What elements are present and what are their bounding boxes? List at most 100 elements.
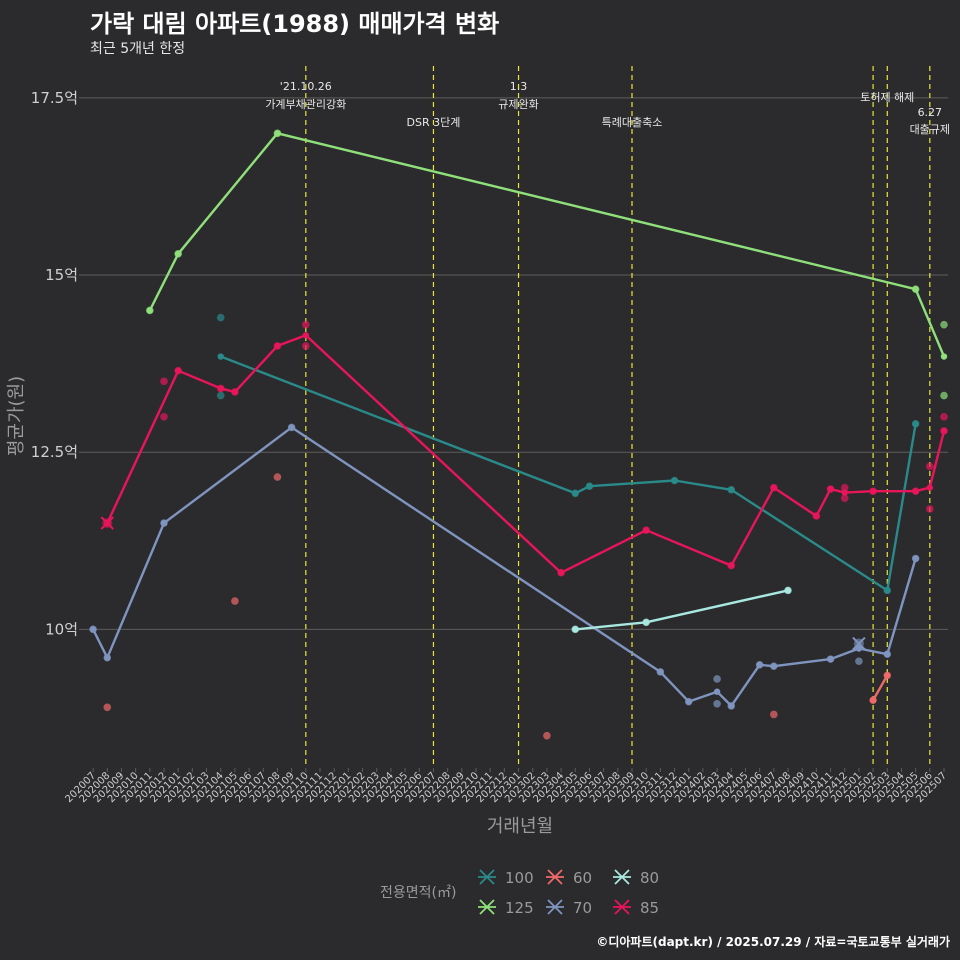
- line-point: [231, 388, 239, 396]
- line-point: [784, 587, 792, 594]
- data-point: [940, 391, 948, 400]
- line-point: [572, 626, 579, 633]
- series-85: [100, 320, 948, 577]
- line-point: [642, 619, 650, 626]
- data-point: [713, 675, 721, 683]
- legend-label-70: 70: [573, 899, 592, 917]
- data-point: [840, 494, 849, 503]
- data-point: [160, 377, 168, 386]
- line-point: [274, 130, 281, 137]
- line-point: [884, 672, 891, 679]
- line-point: [174, 250, 182, 257]
- line-point: [869, 487, 877, 495]
- line-point: [146, 307, 154, 314]
- event-label: 특례대출축소: [602, 116, 663, 129]
- data-point: [302, 342, 310, 350]
- data-point: [926, 505, 934, 513]
- line-point: [302, 332, 310, 339]
- legend-key-70: [546, 899, 564, 915]
- line-point: [912, 555, 919, 562]
- y-axis-title: 평균가(원): [6, 376, 27, 456]
- x-axis-ticks: 2020072020082020092020102020112020122021…: [63, 768, 949, 805]
- line-point: [756, 661, 763, 668]
- line-point: [940, 353, 948, 360]
- event-label: 규제완화: [498, 98, 538, 111]
- legend: 전용면적(㎡) 100 125 60 70 80 85: [380, 869, 659, 917]
- series-line: [872, 674, 889, 701]
- legend-title: 전용면적(㎡): [380, 885, 456, 901]
- line-point: [713, 688, 721, 695]
- line-point: [217, 353, 224, 360]
- series-line: [575, 589, 789, 631]
- legend-key-80: [613, 869, 631, 885]
- event-label: 1.3: [510, 80, 528, 93]
- line-point: [728, 486, 735, 493]
- line-point: [89, 626, 97, 633]
- event-label: 6.27: [918, 106, 943, 119]
- line-point: [884, 650, 891, 658]
- series-125: [146, 129, 948, 400]
- y-tick-label: 17.5억: [31, 89, 78, 107]
- legend-label-100: 100: [505, 869, 534, 887]
- x-axis-title: 거래년월: [487, 816, 553, 837]
- chart-title: 가락 대림 아파트(1988) 매매가격 변화: [90, 10, 500, 38]
- data-point: [302, 320, 310, 329]
- line-point: [869, 697, 877, 704]
- legend-key-60: [546, 869, 564, 885]
- legend-key-125: [478, 899, 496, 915]
- data-point: [273, 473, 282, 481]
- series-70: [89, 423, 920, 710]
- legend-key-85: [613, 899, 631, 915]
- y-tick-label: 10억: [45, 620, 78, 638]
- line-point: [671, 477, 678, 484]
- grid: [84, 97, 948, 630]
- line-point: [728, 702, 735, 710]
- line-point: [940, 427, 948, 435]
- y-tick-label: 12.5억: [31, 443, 78, 461]
- line-point: [827, 485, 834, 493]
- y-tick-label: 15억: [45, 266, 78, 284]
- data-point: [840, 483, 849, 492]
- data-point: [216, 313, 225, 322]
- series-80: [571, 586, 792, 634]
- data-point: [231, 597, 239, 605]
- event-label: 가계부채관리강화: [265, 98, 346, 111]
- data-point: [940, 412, 948, 421]
- line-point: [104, 654, 111, 661]
- line-point: [813, 512, 820, 520]
- line-point: [884, 587, 891, 594]
- line-point: [912, 420, 919, 428]
- series-line: [148, 132, 946, 357]
- data-point: [543, 731, 551, 740]
- legend-label-85: 85: [640, 899, 659, 917]
- line-point: [557, 569, 565, 576]
- series-60: [103, 473, 892, 740]
- line-point: [217, 385, 224, 392]
- series-line: [220, 355, 917, 592]
- legend-label-80: 80: [640, 869, 659, 887]
- line-point: [288, 424, 295, 431]
- line-point: [926, 484, 934, 491]
- data-point: [103, 703, 112, 712]
- legend-label-125: 125: [505, 899, 534, 917]
- data-point: [940, 320, 948, 329]
- event-label: 토허제 해제: [860, 90, 914, 104]
- data-point: [855, 657, 863, 666]
- series-100: [216, 313, 920, 595]
- line-point: [572, 490, 579, 497]
- legend-label-60: 60: [573, 869, 592, 887]
- data-point: [770, 710, 778, 719]
- event-label: '21.10.26: [280, 80, 332, 93]
- line-point: [770, 663, 778, 670]
- line-point: [912, 286, 919, 293]
- data-point: [713, 699, 721, 708]
- line-point: [657, 668, 664, 676]
- line-point: [160, 519, 168, 527]
- line-point: [586, 483, 593, 490]
- legend-key-100: [478, 869, 496, 885]
- line-point: [174, 367, 182, 374]
- line-point: [841, 489, 848, 496]
- data-point: [160, 412, 168, 421]
